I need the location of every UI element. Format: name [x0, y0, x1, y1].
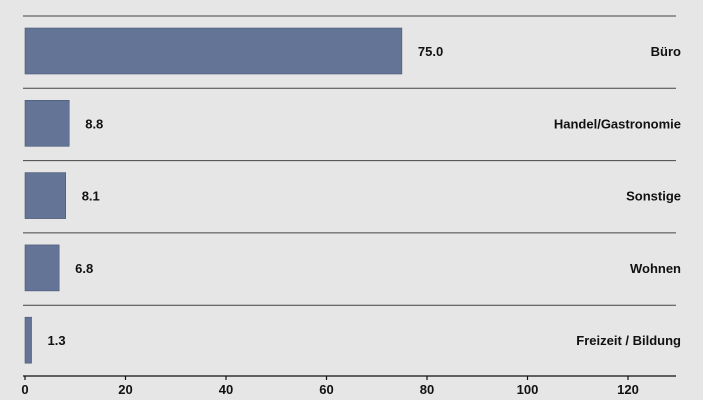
bar-group — [24, 27, 403, 364]
value-label: 6.8 — [75, 261, 93, 276]
value-label: 8.8 — [85, 116, 103, 131]
value-labels: 75.0 8.8 8.1 6.8 1.3 — [48, 44, 444, 348]
bar — [24, 100, 70, 147]
category-label: Büro — [651, 44, 681, 59]
x-tick-label: 0 — [21, 382, 28, 397]
value-label: 8.1 — [82, 189, 100, 204]
value-label: 1.3 — [48, 333, 66, 348]
x-tick-label: 80 — [420, 382, 434, 397]
category-label: Handel/Gastronomie — [554, 116, 681, 131]
bar — [24, 316, 32, 364]
x-tick-label: 40 — [219, 382, 233, 397]
bar — [24, 27, 403, 75]
bar — [24, 172, 67, 219]
category-labels: Büro Handel/Gastronomie Sonstige Wohnen Frei… — [554, 44, 681, 348]
bar — [24, 244, 60, 292]
value-label: 75.0 — [418, 44, 443, 59]
category-label: Freizeit / Bildung — [576, 333, 681, 348]
category-label: Sonstige — [626, 189, 681, 204]
x-tick-label: 20 — [118, 382, 132, 397]
category-label: Wohnen — [630, 261, 681, 276]
x-tick-label: 120 — [617, 382, 639, 397]
x-tick-label: 100 — [517, 382, 539, 397]
row-separators — [23, 15, 676, 306]
x-tick-label: 60 — [319, 382, 333, 397]
x-axis: 0 20 40 60 80 100 120 — [21, 375, 676, 397]
